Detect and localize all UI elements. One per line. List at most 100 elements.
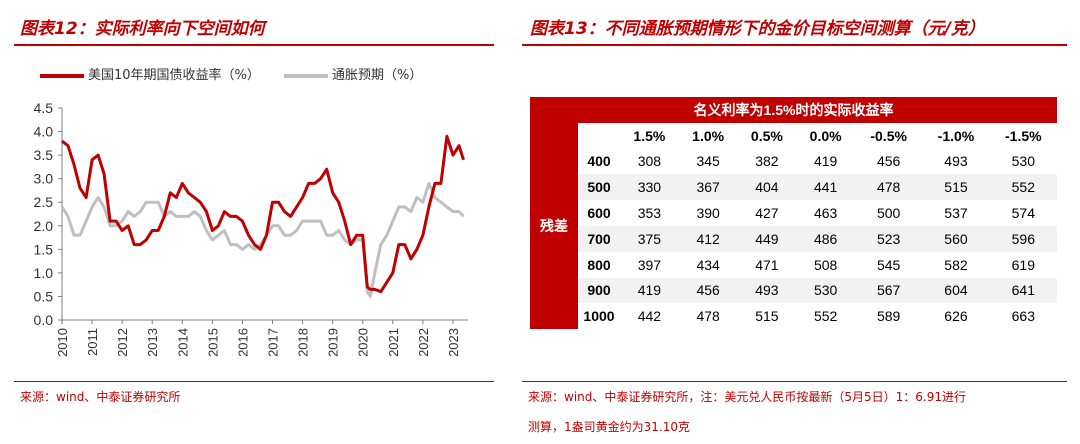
table-row: 1000 442 478 515 552 589 626 663	[530, 303, 1057, 329]
legend-item-inflation: 通胀预期（%）	[284, 64, 422, 83]
x-tick-label: 2015	[205, 328, 220, 357]
y-tick-label: 3.5	[34, 147, 54, 163]
table-cell: 596	[989, 225, 1057, 252]
table-cell: 330	[620, 174, 679, 201]
chart-series	[60, 134, 465, 298]
table-row: 800 397 434 471 508 545 582 619	[530, 252, 1057, 278]
gold-price-table: 名义利率为1.5%时的实际收益率 残差 1.5% 1.0% 0.5% 0.0% -0.5…	[530, 97, 1057, 330]
table-cell: 641	[989, 277, 1057, 304]
table-cell: 515	[755, 308, 779, 325]
table-cell: 545	[876, 256, 901, 273]
table-cell: 515	[922, 174, 990, 201]
table-cell: 382	[755, 153, 779, 170]
table-row: 900 419 456 493 530 567 604 641	[530, 277, 1057, 304]
y-tick-label: 4.0	[34, 124, 54, 140]
y-tick-label: 3.0	[34, 171, 54, 187]
right-source-rule	[522, 381, 1067, 382]
table-column-header: -1.5%	[1005, 127, 1042, 144]
table-cell: 582	[944, 256, 968, 273]
left-figure-title: 图表12：实际利率向下空间如何	[20, 19, 265, 39]
table-cell: 456	[876, 153, 901, 170]
x-tick-label: 2011	[85, 328, 100, 356]
x-tick-label: 2010	[55, 328, 70, 357]
series-line-inflation	[60, 181, 465, 298]
table-column-header: 1.0%	[692, 127, 725, 144]
table-cell: 619	[1011, 256, 1035, 273]
table-cell: 449	[737, 225, 797, 252]
table-cell: 493	[737, 277, 797, 304]
table-cell: 500	[876, 205, 901, 222]
table-cell: 626	[944, 308, 968, 325]
table-row: 400 308 345 382 419 456 493 530	[530, 149, 1057, 175]
x-tick-label: 2018	[296, 328, 311, 357]
legend-swatch-inflation	[284, 73, 329, 78]
legend-item-yield: 美国10年期国债收益率（%）	[40, 64, 260, 83]
table-cell: 589	[876, 308, 901, 325]
table-cell: 404	[737, 174, 797, 201]
table-cell: 508	[813, 256, 838, 273]
table-cell: 367	[678, 174, 738, 201]
chart-legend: 美国10年期国债收益率（%） 通胀预期（%）	[40, 64, 442, 83]
table-cell: 390	[696, 205, 720, 222]
y-tick-label: 1.5	[34, 241, 54, 257]
legend-label-yield: 美国10年期国债收益率（%）	[88, 68, 260, 83]
table-cell: 441	[796, 174, 855, 201]
legend-swatch-yield	[40, 73, 84, 78]
table-row: 700 375 412 449 486 523 560 596	[530, 225, 1057, 252]
table-row-label: 600	[587, 205, 611, 222]
x-tick-label: 2012	[115, 328, 130, 357]
table-cell: 537	[944, 205, 968, 222]
table-column-header: 1.5%	[633, 127, 666, 144]
x-tick-label: 2013	[145, 328, 160, 357]
y-tick-label: 2.0	[34, 218, 54, 234]
table-cell: 419	[813, 153, 838, 170]
table-column-header: -0.5%	[870, 127, 907, 144]
left-source-rule	[14, 381, 494, 382]
table-cell: 552	[989, 174, 1057, 201]
table-cell: 397	[637, 256, 662, 273]
series-line-us10y	[61, 134, 465, 294]
table-cell: 353	[637, 205, 662, 222]
chart-axes: 0.0 0.5 1.0 1.5 2.0 2.5 3.0 3.5 4.0 4.5 2010 2011 20…	[34, 100, 468, 357]
table-cell: 478	[855, 174, 923, 201]
table-cell: 530	[1011, 153, 1035, 170]
table-header-title: 名义利率为1.5%时的实际收益率	[530, 97, 1057, 123]
table-cell: 574	[1011, 205, 1035, 222]
right-figure-title: 图表13：不同通胀预期情形下的金价目标空间测算（元/克）	[530, 19, 985, 39]
x-tick-label: 2022	[416, 328, 431, 357]
table-column-header: -1.0%	[937, 127, 975, 144]
left-source-note: 来源：wind、中泰证券研究所	[20, 390, 181, 404]
table-cell: 523	[855, 225, 923, 252]
y-tick-label: 1.0	[34, 265, 54, 281]
table-cell: 663	[1011, 308, 1035, 325]
line-chart: 0.0 0.5 1.0 1.5 2.0 2.5 3.0 3.5 4.0 4.5 2010 2011 20…	[34, 100, 468, 357]
table-row-axis-label: 残差	[530, 122, 578, 330]
table-row-label: 1000	[583, 308, 615, 325]
left-title-rule	[14, 44, 494, 46]
table-cell: 604	[922, 277, 990, 304]
y-tick-label: 4.5	[34, 100, 54, 116]
y-tick-label: 0.0	[34, 312, 54, 328]
table-row-label: 700	[578, 225, 620, 252]
table-cell: 471	[755, 256, 779, 273]
table-row: 500 330 367 404 441 478 515 552	[530, 174, 1057, 201]
table-row: 600 353 390 427 463 500 537 574	[530, 200, 1057, 226]
table-corner	[578, 123, 620, 149]
table-cell: 493	[944, 153, 968, 170]
table-rate-row: 残差 1.5% 1.0% 0.5% 0.0% -0.5% -1.0% -1.5%	[530, 122, 1057, 330]
x-tick-label: 2020	[356, 328, 371, 357]
table-cell: 567	[855, 277, 923, 304]
right-source-line-1: 来源：wind、中泰证券研究所，注：美元兑人民币按最新（5月5日）1：6.91进…	[528, 390, 966, 404]
table-cell: 456	[678, 277, 738, 304]
table-cell: 345	[696, 153, 720, 170]
x-tick-label: 2021	[386, 328, 401, 357]
right-title-rule	[522, 44, 1067, 46]
table-column-header: 0.5%	[750, 127, 783, 144]
legend-label-inflation: 通胀预期（%）	[332, 68, 423, 83]
table-cell: 478	[696, 308, 720, 325]
table-row-label: 900	[578, 277, 620, 304]
table-cell: 486	[796, 225, 855, 252]
table-cell: 442	[637, 308, 662, 325]
x-tick-label: 2019	[326, 328, 341, 357]
table-cell: 427	[755, 205, 779, 222]
